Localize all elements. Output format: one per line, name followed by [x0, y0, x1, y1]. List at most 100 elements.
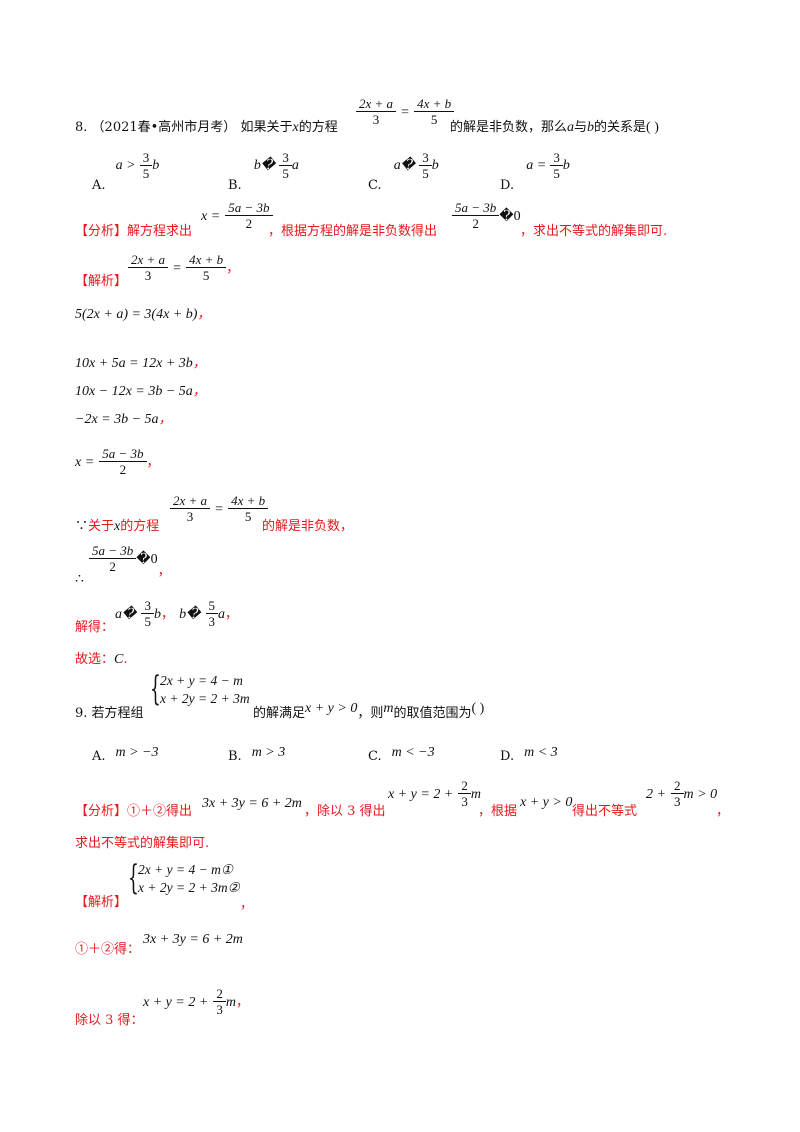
q9-step2-eq: x + y = 2 + 2 3 m， — [143, 986, 250, 1017]
q9-stem-text: 若方程组 — [91, 706, 144, 721]
system-eq-1: 2x + y = 4 − m — [160, 673, 243, 688]
comma: ， — [226, 261, 240, 276]
q8-analysis: 【分析】解方程求出 — [75, 220, 192, 239]
option-label: A. — [92, 178, 106, 193]
option-math: a� — [393, 158, 416, 173]
q8-analysis-mid: ，根据方程的解是非负数得出 — [268, 220, 437, 239]
q8-stem-text: 的关系是 — [594, 120, 647, 135]
q9-solution-comma: ， — [240, 897, 254, 912]
q9-analysis-b: ，除以 3 得出 — [304, 804, 386, 819]
q8-solve-values: a� 3 5 b， b� 5 3 a， — [115, 598, 239, 629]
option-math: a > — [115, 158, 136, 173]
q9-solution-tag: 【解析】 — [75, 895, 128, 910]
analysis-text: ，求出不等式的解集即可. — [520, 224, 668, 239]
fraction: 5a − 3b 2 — [225, 200, 273, 231]
q9-stem-line: 9. 若方程组 — [75, 702, 144, 721]
q8-solution-step4: 10x − 12x = 3b − 5a， — [75, 383, 206, 399]
answer-paren: ( ) — [471, 701, 485, 716]
math: x = — [201, 209, 221, 224]
equals: = — [401, 105, 410, 120]
option-math: b — [562, 158, 570, 173]
var-x: x — [292, 120, 299, 135]
option-math: a — [291, 158, 299, 173]
q8-stem-tail: 的解是非负数，那么a与b的关系是( ) — [450, 116, 659, 136]
q9-step1-eq: 3x + 3y = 6 + 2m — [143, 932, 243, 947]
q8-stem-text: 如果关于 — [240, 120, 293, 135]
answer-value: C — [114, 652, 124, 667]
fraction: 5a − 3b 2 — [452, 200, 500, 231]
fraction: 5a − 3b 2 — [89, 543, 137, 574]
q9-option-c[interactable]: C. m < −3 — [368, 745, 435, 764]
q8-source: （2021春•高州市月考） — [91, 120, 237, 135]
var-a: a — [567, 120, 575, 135]
q8-stem-line: 8. （2021春•高州市月考） 如果关于x的方程 — [75, 116, 338, 136]
q8-choose: 故选：C. — [75, 652, 128, 667]
q9-option-d[interactable]: D. m < 3 — [500, 745, 558, 764]
q8-analysis-x: x = 5a − 3b 2 — [201, 200, 273, 231]
q9-number: 9. — [75, 706, 88, 721]
q9-analysis-d: 得出不等式 — [572, 804, 638, 819]
q8-because-tail: 的解是非负数， — [262, 519, 354, 534]
option-math: b� — [253, 158, 276, 173]
q8-number: 8. — [75, 120, 88, 135]
equals: = — [173, 261, 182, 276]
q9-option-a[interactable]: A. m > −3 — [92, 745, 159, 764]
math: �0 — [499, 209, 521, 224]
q9-option-b[interactable]: B. m > 3 — [228, 745, 286, 764]
option-math: b — [152, 158, 160, 173]
q9-analysis-eq1: 3x + 3y = 6 + 2m — [202, 796, 302, 811]
q8-therefore-line: ∴ 5a − 3b 2 �0， — [75, 543, 171, 587]
fraction: 5a − 3b 2 — [99, 446, 147, 477]
q9-step1-label: ①＋②得： — [75, 942, 141, 957]
q8-analysis-ineq: 5a − 3b 2 �0 — [452, 200, 521, 231]
analysis-tag: 【分析】 — [75, 224, 128, 239]
analysis-text: ，根据方程的解是非负数得出 — [268, 224, 438, 239]
q8-solution-step3: 10x + 5a = 12x + 3b， — [75, 355, 206, 371]
system-eq-2: x + 2y = 2 + 3m② — [138, 880, 240, 895]
q8-stem-text: 的方程 — [298, 120, 338, 135]
q9-analysis-e: ， — [716, 804, 730, 819]
q8-solution-step6: x = 5a − 3b 2， — [75, 446, 160, 477]
q9-analysis-c: ，根据 — [478, 804, 518, 819]
q8-analysis-end: ，求出不等式的解集即可. — [520, 220, 667, 239]
because-symbol: ∵ — [75, 519, 89, 534]
analysis-text: 解方程求出 — [127, 224, 193, 239]
q8-stem-text: 的解是非负数，那么 — [450, 120, 568, 135]
var-b: b — [587, 120, 595, 135]
q8-because-line: ∵关于x的方程 — [75, 519, 160, 534]
option-math: b — [431, 158, 439, 173]
q8-solution-step2: 5(2x + a) = 3(4x + b)， — [75, 306, 211, 322]
q9-analysis-f: 求出不等式的解集即可. — [75, 836, 210, 851]
q8-stem-text: 与 — [574, 120, 588, 135]
q9-stem-tail: 的解满足x + y > 0，则m的取值范围为( ) — [253, 701, 485, 721]
option-math: a = — [526, 158, 547, 173]
q9-step2-label: 除以 3 得： — [75, 1013, 144, 1028]
system-eq-2: x + 2y = 2 + 3m — [160, 691, 250, 706]
option-label: C. — [368, 178, 382, 193]
option-label: B. — [228, 178, 242, 193]
answer-paren: ( ) — [646, 120, 659, 135]
